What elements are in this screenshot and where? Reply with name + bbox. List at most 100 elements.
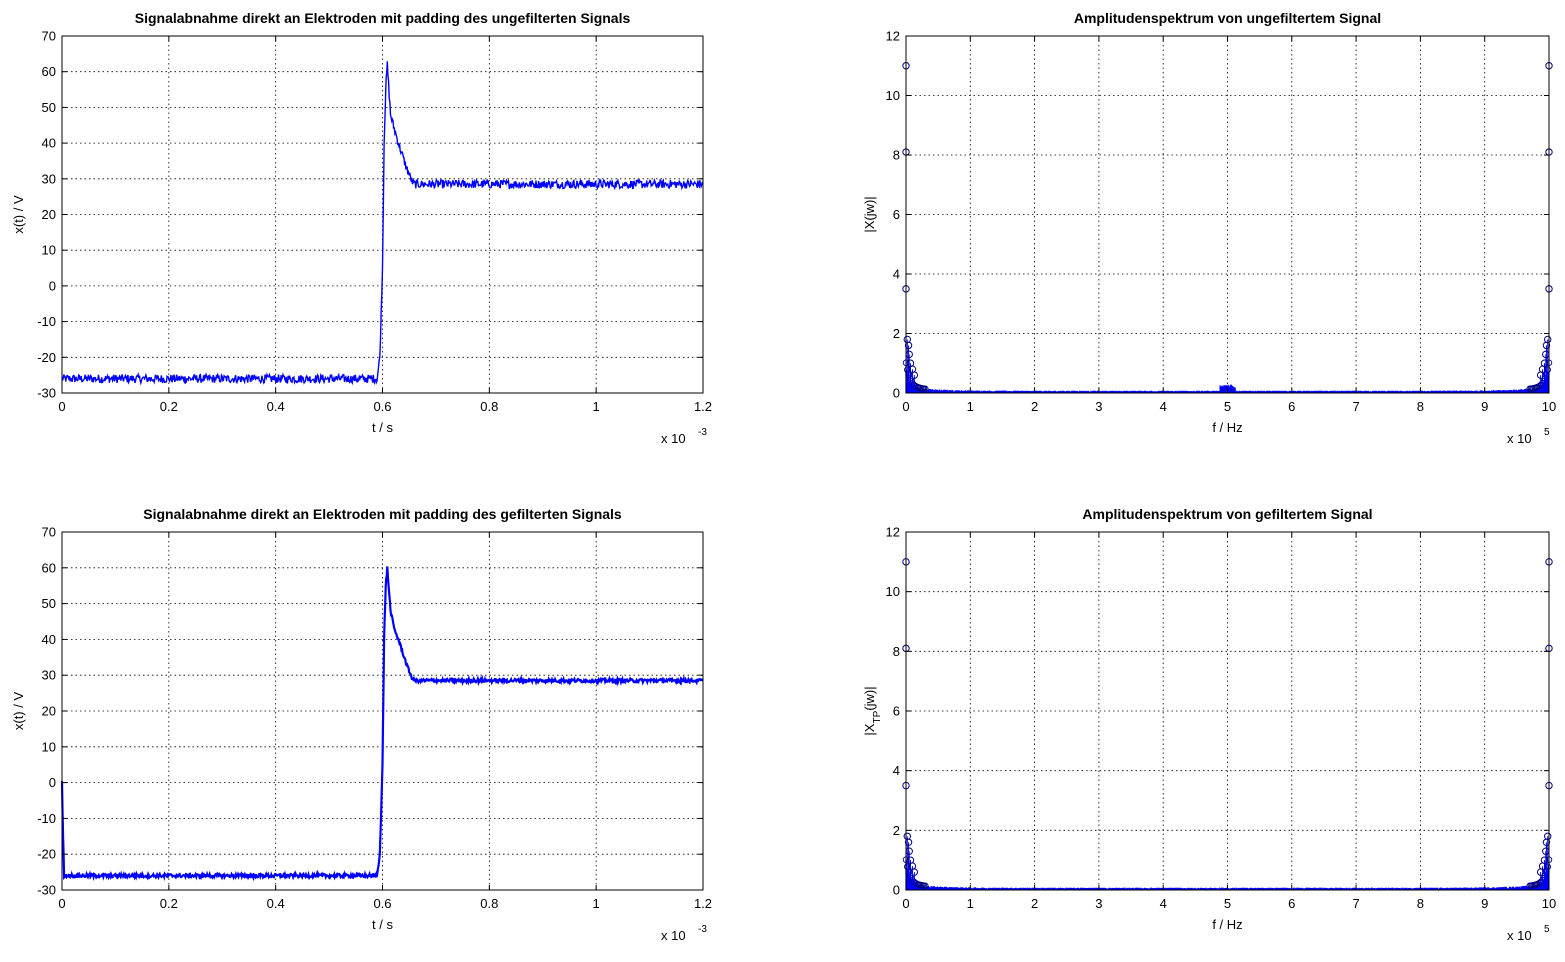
y-tick-label: 4 (893, 763, 900, 778)
x-tick-label: 7 (1352, 896, 1359, 911)
y-axis-label-subscript: TP (872, 710, 883, 723)
y-axis-label-rest: (jw)| (862, 686, 877, 710)
x-axis-label: t / s (372, 420, 393, 435)
y-tick-label: 60 (42, 64, 56, 79)
marker-point (1526, 882, 1533, 890)
chart-title: Signalabnahme direkt an Elektroden mit p… (135, 10, 631, 26)
y-tick-label: -10 (37, 314, 56, 329)
y-tick-label: -10 (37, 811, 56, 826)
x-tick-label: 9 (1481, 896, 1488, 911)
x-tick-label: 1.2 (694, 896, 712, 911)
chart-panel-1: 0 0.2 0.4 0.6 0.8 1 1.2 -30 -20 -10 0 10 20 30 40 50 60 7… (11, 10, 712, 446)
x-tick-label: 0.2 (160, 399, 178, 414)
x-tick-label: 6 (1288, 896, 1295, 911)
x-tick-label: 0.4 (267, 399, 285, 414)
y-tick-label: -30 (37, 883, 56, 898)
x-tick-label: 10 (1542, 399, 1556, 414)
y-tick-label: 10 (42, 739, 56, 754)
series-line (60, 566, 704, 882)
y-tick-label: 12 (886, 29, 900, 44)
x-tick-label: 10 (1542, 896, 1556, 911)
x-tick-label: 0.6 (373, 896, 391, 911)
y-tick-label: 4 (893, 267, 900, 282)
y-tick-label: 20 (42, 704, 56, 719)
marker-point (922, 882, 929, 890)
x-exponent-label: x 10 (661, 431, 686, 446)
x-tick-label: 8 (1417, 896, 1424, 911)
y-tick-label: 0 (893, 386, 900, 401)
series-line (61, 61, 704, 386)
y-axis-label: x(t) / V (11, 692, 26, 731)
x-axis-label: f / Hz (1212, 420, 1242, 435)
y-tick-label: 10 (42, 243, 56, 258)
x-tick-label: 0.8 (480, 399, 498, 414)
x-exponent-label: x 10 (661, 928, 686, 943)
chart-title: Signalabnahme direkt an Elektroden mit p… (143, 506, 622, 522)
x-axis-label: f / Hz (1212, 917, 1242, 932)
y-axis-label: |XTP(jw)| (862, 686, 883, 735)
x-tick-label: 0.2 (160, 896, 178, 911)
y-tick-label: 50 (42, 596, 56, 611)
x-tick-label: 0 (902, 896, 909, 911)
x-tick-label: 1 (967, 399, 974, 414)
x-tick-label: 5 (1224, 896, 1231, 911)
chart-title: Amplitudenspektrum von gefiltertem Signa… (1082, 506, 1372, 522)
y-tick-label: 10 (886, 88, 900, 103)
x-tick-label: 1 (593, 399, 600, 414)
y-tick-label: -30 (37, 386, 56, 401)
y-tick-label: 60 (42, 560, 56, 575)
y-tick-label: 10 (886, 584, 900, 599)
y-tick-label: 2 (893, 823, 900, 838)
x-tick-label: 3 (1095, 896, 1102, 911)
x-exponent-power: 5 (1544, 924, 1550, 935)
y-tick-label: -20 (37, 350, 56, 365)
x-tick-label: 9 (1481, 399, 1488, 414)
x-tick-label: 7 (1352, 399, 1359, 414)
x-tick-label: 0.6 (373, 399, 391, 414)
x-tick-label: 3 (1095, 399, 1102, 414)
y-tick-label: 8 (893, 148, 900, 163)
y-axis-label: x(t) / V (11, 195, 26, 234)
y-tick-label: 0 (49, 775, 56, 790)
chart-panel-3: 0 0.2 0.4 0.6 0.8 1 1.2 -30 -20 -10 0 10 20 30 40 50 60 7… (11, 506, 712, 943)
x-exponent-power: -3 (698, 924, 707, 935)
plot-area (906, 36, 1549, 393)
y-tick-label: 40 (42, 632, 56, 647)
y-tick-label: 0 (893, 883, 900, 898)
y-tick-label: 0 (49, 278, 56, 293)
x-tick-label: 0.4 (267, 896, 285, 911)
y-tick-label: 50 (42, 100, 56, 115)
x-exponent-power: 5 (1544, 427, 1550, 438)
plot-area (906, 532, 1549, 890)
marker-point (1526, 385, 1533, 393)
y-tick-label: 6 (893, 207, 900, 222)
x-tick-label: 0 (902, 399, 909, 414)
peak-marker (910, 371, 919, 379)
x-axis-label: t / s (372, 917, 393, 932)
x-exponent-label: x 10 (1507, 431, 1532, 446)
peak-marker (904, 341, 913, 350)
y-tick-label: 20 (42, 207, 56, 222)
x-tick-label: 4 (1160, 399, 1167, 414)
peak-marker (1536, 371, 1545, 379)
y-tick-label: 2 (893, 326, 900, 341)
y-tick-label: 12 (886, 525, 900, 540)
y-tick-label: 70 (42, 29, 56, 44)
x-tick-label: 1 (593, 896, 600, 911)
x-exponent-power: -3 (698, 427, 707, 438)
y-tick-label: 8 (893, 644, 900, 659)
y-tick-label: 40 (42, 136, 56, 151)
peak-marker (904, 838, 913, 846)
y-tick-label: 30 (42, 668, 56, 683)
x-tick-label: 6 (1288, 399, 1295, 414)
chart-panel-4: 0 1 2 3 4 5 6 7 8 9 10024681012Amplitudenspektrum … (862, 506, 1556, 943)
x-tick-label: 8 (1417, 399, 1424, 414)
marker-point (922, 385, 929, 393)
x-exponent-label: x 10 (1507, 928, 1532, 943)
peak-marker (1536, 868, 1545, 876)
peak-marker (1542, 838, 1551, 846)
y-tick-label: 6 (893, 704, 900, 719)
y-tick-label: 70 (42, 525, 56, 540)
